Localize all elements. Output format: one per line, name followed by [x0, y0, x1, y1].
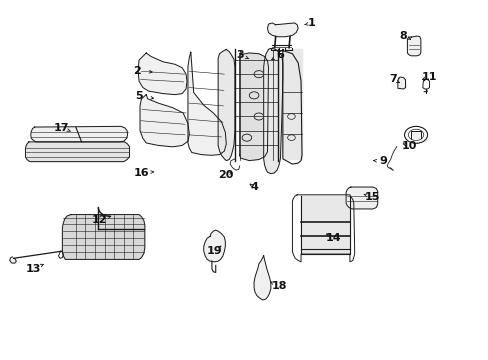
- Text: 19: 19: [206, 246, 222, 256]
- Polygon shape: [239, 53, 268, 161]
- Text: 7: 7: [388, 75, 396, 85]
- Polygon shape: [263, 48, 282, 174]
- Polygon shape: [410, 131, 420, 138]
- Polygon shape: [397, 78, 405, 88]
- Polygon shape: [282, 49, 302, 159]
- Text: 13: 13: [26, 264, 41, 274]
- Polygon shape: [138, 53, 186, 95]
- Polygon shape: [203, 230, 225, 262]
- Text: 17: 17: [54, 123, 69, 133]
- Polygon shape: [254, 256, 270, 300]
- Polygon shape: [31, 126, 127, 142]
- Text: 6: 6: [276, 50, 284, 60]
- Polygon shape: [346, 187, 377, 209]
- Polygon shape: [62, 215, 144, 259]
- Text: 12: 12: [92, 215, 107, 225]
- Polygon shape: [187, 52, 226, 155]
- Text: 9: 9: [379, 156, 386, 166]
- Text: 10: 10: [401, 141, 417, 151]
- Text: 3: 3: [235, 50, 243, 60]
- Text: 1: 1: [307, 18, 315, 28]
- Text: 18: 18: [271, 281, 286, 291]
- Text: 5: 5: [135, 91, 142, 101]
- Polygon shape: [301, 196, 349, 254]
- Polygon shape: [218, 49, 234, 161]
- Polygon shape: [267, 23, 298, 37]
- Text: 15: 15: [364, 192, 379, 202]
- Text: 11: 11: [421, 72, 436, 82]
- Text: 20: 20: [218, 170, 233, 180]
- Text: 4: 4: [250, 182, 258, 192]
- Polygon shape: [25, 142, 129, 162]
- Polygon shape: [407, 36, 420, 56]
- Text: 16: 16: [133, 168, 149, 178]
- Polygon shape: [10, 257, 17, 263]
- Polygon shape: [140, 95, 189, 147]
- Text: 2: 2: [133, 66, 140, 76]
- Text: 8: 8: [399, 31, 407, 41]
- Text: 14: 14: [325, 233, 340, 243]
